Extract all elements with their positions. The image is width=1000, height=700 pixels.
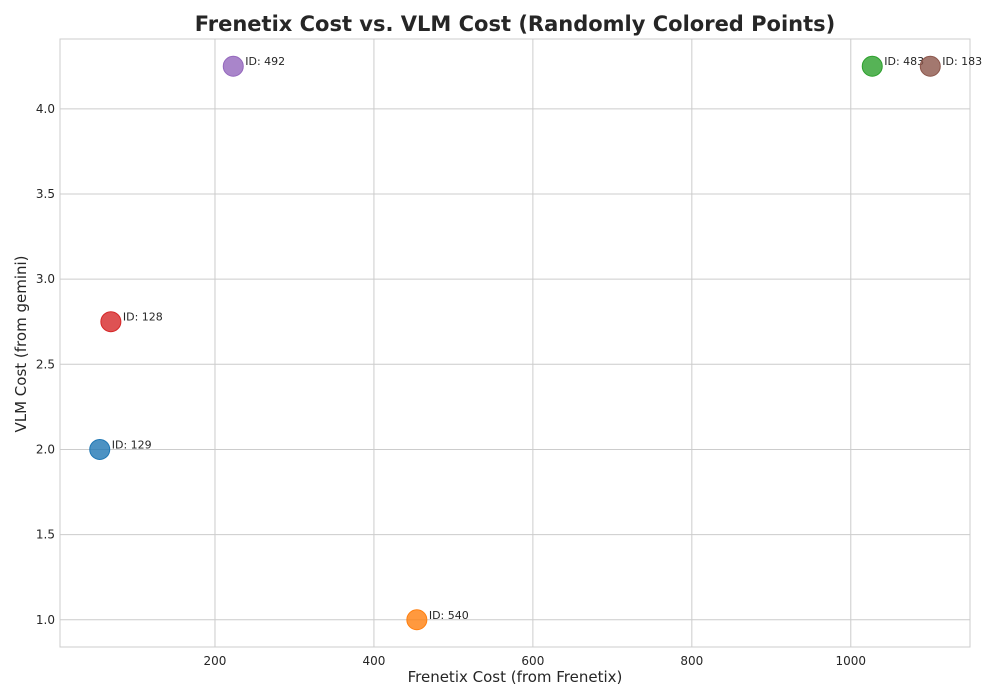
x-tick-label: 800 (680, 654, 703, 668)
data-point (100, 311, 122, 333)
chart-title: Frenetix Cost vs. VLM Cost (Randomly Col… (195, 12, 836, 36)
y-tick-label: 2.0 (36, 442, 55, 456)
data-point (919, 55, 941, 77)
y-tick-label: 3.0 (36, 272, 55, 286)
point-label: ID: 129 (112, 438, 152, 451)
point-label: ID: 540 (429, 609, 469, 622)
x-tick-label: 1000 (836, 654, 867, 668)
y-tick-label: 1.0 (36, 613, 55, 627)
data-point (406, 609, 428, 631)
point-label: ID: 483 (884, 55, 924, 68)
y-tick-label: 3.5 (36, 187, 55, 201)
plot-frame (59, 38, 971, 648)
data-points: ID: 129 ID: 128 ID: 492 ID: 540 ID: 483 ID: 1… (89, 55, 982, 631)
y-tick-label: 1.5 (36, 528, 55, 542)
y-axis-label: VLM Cost (from gemini) (12, 255, 30, 432)
y-axis-ticks: 1.0 1.5 2.0 2.5 3.0 3.5 4.0 (36, 102, 55, 627)
x-tick-label: 200 (204, 654, 227, 668)
grid-lines (60, 39, 970, 647)
y-tick-label: 4.0 (36, 102, 55, 116)
x-tick-label: 600 (521, 654, 544, 668)
x-tick-label: 400 (362, 654, 385, 668)
data-point (222, 55, 244, 77)
point-label: ID: 492 (245, 55, 285, 68)
point-label: ID: 128 (123, 311, 163, 324)
x-axis-label: Frenetix Cost (from Frenetix) (408, 668, 623, 686)
point-label: ID: 183 (942, 55, 982, 68)
data-point (89, 438, 111, 460)
x-axis-ticks: 200 400 600 800 1000 (204, 654, 867, 668)
data-point (861, 55, 883, 77)
y-tick-label: 2.5 (36, 357, 55, 371)
